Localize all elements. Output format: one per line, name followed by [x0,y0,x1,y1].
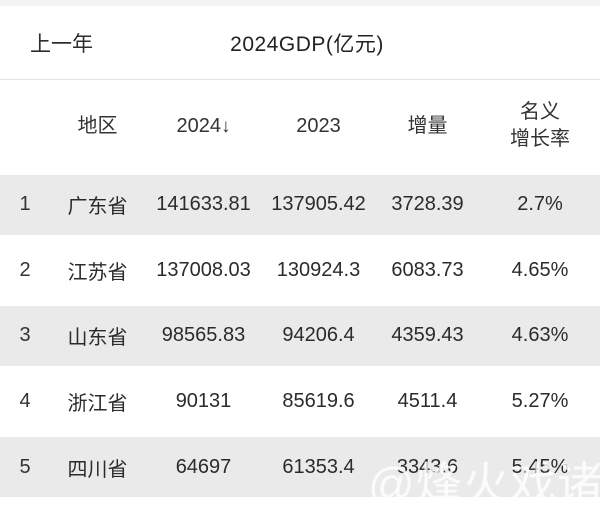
page-title: 2024GDP(亿元) [230,32,384,56]
table-header-row: 地区 2024↓ 2023 增量 名义 增长率 [0,80,600,172]
increase-cell: 3728.39 [391,193,464,216]
sort-descending-icon: ↓ [221,115,231,137]
gdp-2023-cell: 85619.6 [282,390,355,413]
column-header-region[interactable]: 地区 [50,113,145,140]
rank-cell: 1 [19,193,31,216]
table-row: 1 广东省 141633.81 137905.42 3728.39 2.7% [0,172,600,238]
gdp-2023-cell: 94206.4 [282,324,355,347]
rank-cell: 4 [19,390,31,413]
column-header-2023[interactable]: 2023 [262,113,375,140]
increase-cell: 6083.73 [391,258,464,281]
gdp-2023-cell: 61353.4 [282,455,355,478]
rank-cell: 5 [19,455,31,478]
gdp-2024-cell: 90131 [175,390,232,413]
table-row: 3 山东省 98565.83 94206.4 4359.43 4.63% [0,303,600,369]
growth-rate-cell: 5.27% [511,390,569,413]
gdp-2024-cell: 137008.03 [156,258,251,281]
column-header-growth-rate[interactable]: 名义 增长率 [480,99,600,153]
gdp-2023-cell: 130924.3 [276,258,361,281]
rank-cell: 2 [19,258,31,281]
region-cell: 江苏省 [67,261,128,284]
rank-cell: 3 [19,324,31,347]
growth-rate-cell: 2.7% [517,193,563,216]
gdp-2024-cell: 141633.81 [156,193,251,216]
region-cell: 山东省 [67,327,128,350]
column-header-growth-rate-line1: 名义 [520,101,560,123]
column-header-growth-rate-line2: 增长率 [510,128,570,150]
column-header-2024-label: 2024 [176,114,222,137]
gdp-2024-cell: 98565.83 [161,324,246,347]
region-cell: 四川省 [67,458,128,481]
column-header-increase[interactable]: 增量 [375,113,480,140]
table-row: 5 四川省 64697 61353.4 3343.6 5.45% [0,434,600,500]
table-body: 1 广东省 141633.81 137905.42 3728.39 2.7% 2… [0,172,600,500]
gdp-2024-cell: 64697 [175,455,232,478]
column-header-2024[interactable]: 2024↓ [145,113,262,140]
increase-cell: 4359.43 [391,324,464,347]
column-header-2023-label: 2023 [296,114,341,137]
table-row: 2 江苏省 137008.03 130924.3 6083.73 4.65% [0,237,600,304]
column-header-increase-label: 增量 [407,114,448,137]
top-edge-strip [0,0,600,6]
region-cell: 浙江省 [67,393,128,416]
growth-rate-cell: 4.65% [511,258,569,281]
table-row: 4 浙江省 90131 85619.6 4511.4 5.27% [0,368,600,435]
region-cell: 广东省 [67,196,128,219]
column-header-region-label: 地区 [77,114,118,137]
increase-cell: 3343.6 [396,455,459,478]
previous-year-tab[interactable]: 上一年 [30,32,93,56]
increase-cell: 4511.4 [397,390,458,413]
growth-rate-cell: 4.63% [511,324,569,347]
growth-rate-cell: 5.45% [511,455,569,478]
gdp-2023-cell: 137905.42 [271,193,366,216]
app-header: 上一年 2024GDP(亿元) [0,6,600,80]
